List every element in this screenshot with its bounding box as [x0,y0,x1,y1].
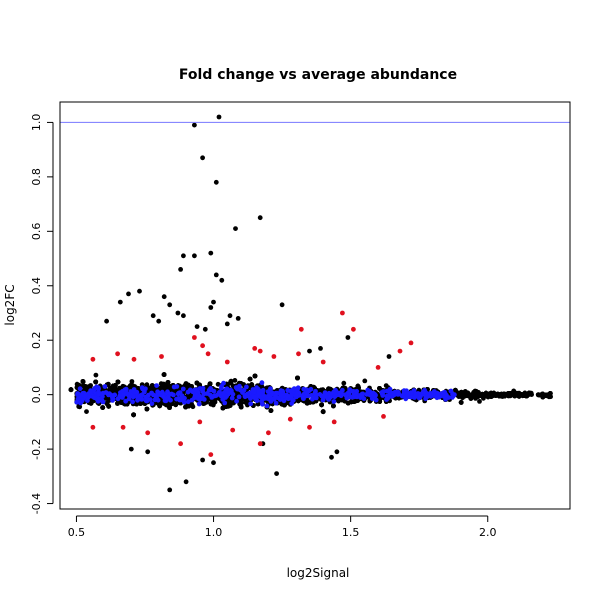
data-point [377,386,382,391]
data-point [535,392,541,398]
data-point [115,379,121,385]
data-point [477,399,482,404]
data-point [524,393,529,399]
data-point [237,401,243,407]
data-point [331,403,336,409]
data-point [526,390,532,396]
data-point [243,400,249,405]
data-point [455,390,461,396]
data-point [186,382,191,388]
data-point [129,379,135,384]
data-point [208,401,214,407]
data-point [232,378,238,383]
data-point [186,403,192,409]
data-point [202,400,208,406]
data-point [115,401,120,406]
data-point [131,412,137,418]
chart-title: Fold change vs average abundance [179,67,457,83]
data-point [543,393,549,399]
data-point [519,392,524,397]
data-point [104,401,110,406]
data-point [165,380,171,385]
data-point [547,391,553,396]
data-point [268,408,274,413]
data-point [252,373,258,379]
data-point [247,376,253,382]
data-point [295,375,300,381]
data-point [484,391,490,397]
data-point [215,381,221,387]
data-point [80,379,86,384]
data-point [100,405,106,410]
data-point [320,409,326,415]
data-points [68,114,553,493]
data-point [144,406,150,412]
data-point [134,401,140,407]
data-point [157,403,163,409]
data-point [161,372,167,377]
data-point [144,382,150,388]
data-point [227,403,233,408]
data-point [468,394,474,400]
data-point [362,378,368,384]
data-point [207,381,213,387]
data-point [93,372,99,378]
data-point [458,400,464,405]
data-point [84,409,89,414]
data-point [341,380,347,386]
